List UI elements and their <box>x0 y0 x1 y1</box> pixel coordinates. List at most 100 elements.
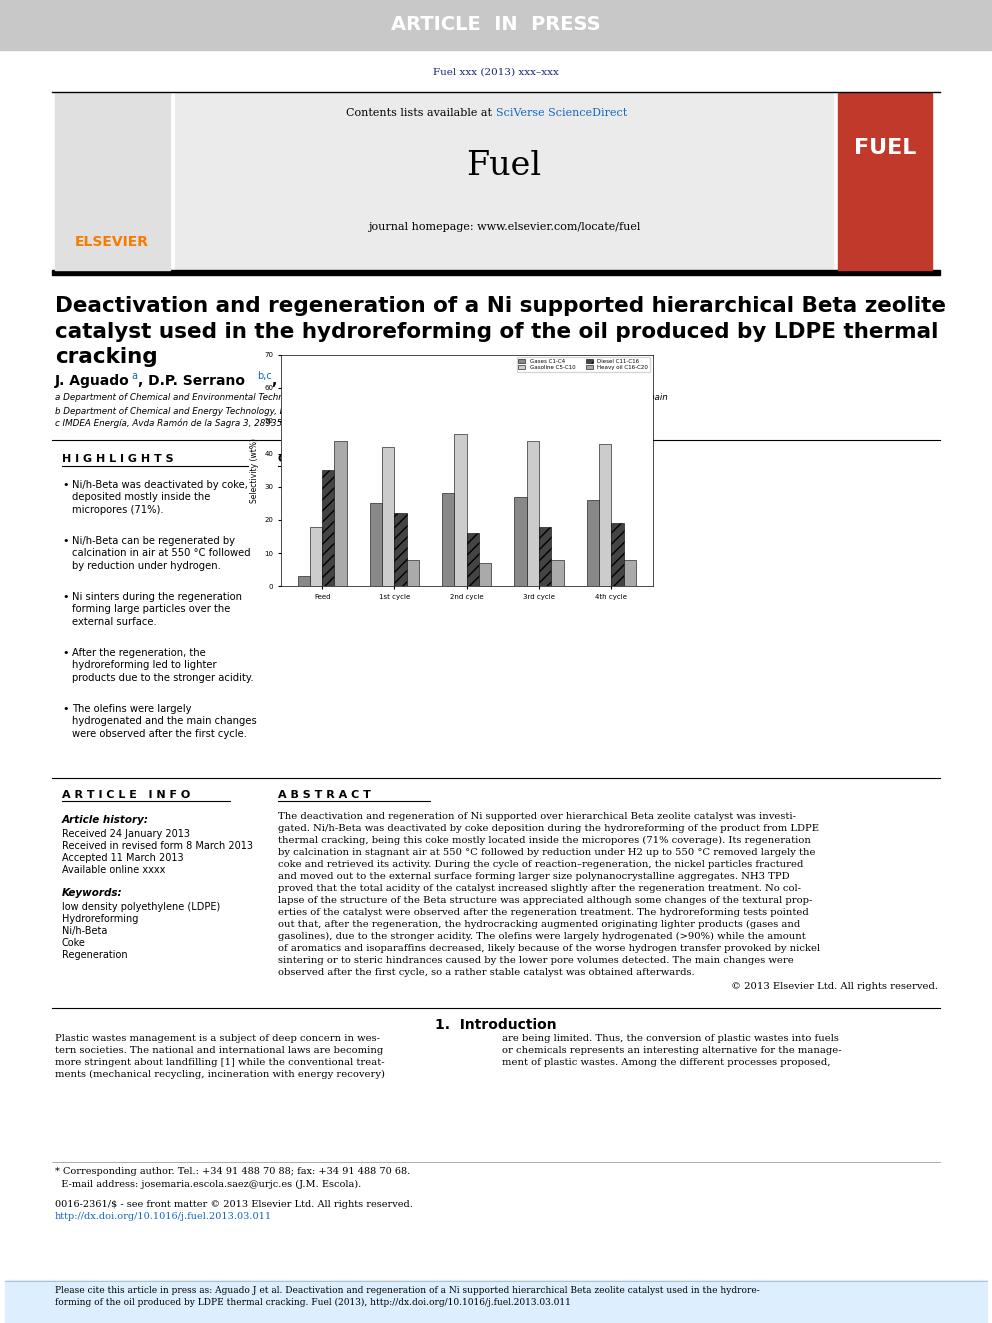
Text: gated. Ni/h-Beta was deactivated by coke deposition during the hydroreforming of: gated. Ni/h-Beta was deactivated by coke… <box>278 824 819 833</box>
Text: After the regeneration, the
hydroreforming led to lighter
products due to the st: After the regeneration, the hydroreformi… <box>72 648 254 683</box>
Text: more stringent about landfilling [1] while the conventional treat-: more stringent about landfilling [1] whi… <box>55 1058 385 1068</box>
Text: Ni/h-Beta was deactivated by coke,
deposited mostly inside the
micropores (71%).: Ni/h-Beta was deactivated by coke, depos… <box>72 480 248 515</box>
Bar <box>55 93 170 270</box>
Bar <box>298 576 310 586</box>
Text: forming of the oil produced by LDPE thermal cracking. Fuel (2013), http://dx.doi: forming of the oil produced by LDPE ther… <box>55 1298 570 1307</box>
Bar <box>624 560 636 586</box>
Text: coke and retrieved its activity. During the cycle of reaction–regeneration, the : coke and retrieved its activity. During … <box>278 860 804 869</box>
Text: Received 24 January 2013: Received 24 January 2013 <box>62 830 190 839</box>
Text: Regeneration: Regeneration <box>62 950 128 960</box>
Text: 1.  Introduction: 1. Introduction <box>435 1017 557 1032</box>
Bar <box>552 560 563 586</box>
Text: FUEL: FUEL <box>854 138 917 157</box>
Text: 0016-2361/$ - see front matter © 2013 Elsevier Ltd. All rights reserved.: 0016-2361/$ - see front matter © 2013 El… <box>55 1200 413 1209</box>
Text: a: a <box>488 370 494 381</box>
Text: b Department of Chemical and Energy Technology, ESCET, Universidad Rey Juan Carl: b Department of Chemical and Energy Tech… <box>55 406 635 415</box>
Text: Fuel: Fuel <box>466 149 542 183</box>
Bar <box>539 527 552 586</box>
Bar <box>442 493 454 586</box>
Text: A B S T R A C T: A B S T R A C T <box>278 790 371 800</box>
Text: Article history:: Article history: <box>62 815 149 826</box>
Text: ments (mechanical recycling, incineration with energy recovery): ments (mechanical recycling, incineratio… <box>55 1070 385 1080</box>
Text: •: • <box>62 648 68 658</box>
Bar <box>838 93 932 270</box>
Text: Hydroreforming: Hydroreforming <box>62 914 138 923</box>
Text: •: • <box>62 704 68 714</box>
Text: * Corresponding author. Tel.: +34 91 488 70 88; fax: +34 91 488 70 68.: * Corresponding author. Tel.: +34 91 488… <box>55 1167 411 1176</box>
Text: Contents lists available at: Contents lists available at <box>346 108 496 118</box>
Bar <box>599 443 611 586</box>
Text: a,∗: a,∗ <box>385 370 402 381</box>
Text: sintering or to steric hindrances caused by the lower pore volumes detected. The: sintering or to steric hindrances caused… <box>278 957 794 964</box>
Text: H I G H L I G H T S: H I G H L I G H T S <box>62 454 174 464</box>
Bar <box>370 503 382 586</box>
Text: b,c: b,c <box>257 370 272 381</box>
Text: ARTICLE  IN  PRESS: ARTICLE IN PRESS <box>391 16 601 34</box>
Text: low density polyethylene (LDPE): low density polyethylene (LDPE) <box>62 902 220 912</box>
Text: thermal cracking, being this coke mostly located inside the micropores (71% cove: thermal cracking, being this coke mostly… <box>278 836 810 845</box>
Text: tern societies. The national and international laws are becoming: tern societies. The national and interna… <box>55 1046 383 1054</box>
Text: Fuel xxx (2013) xxx–xxx: Fuel xxx (2013) xxx–xxx <box>434 67 558 77</box>
Bar <box>175 93 833 270</box>
Bar <box>334 441 347 586</box>
Text: , L. Briones: , L. Briones <box>400 374 488 388</box>
Text: and moved out to the external surface forming larger size polynanocrystalline ag: and moved out to the external surface fo… <box>278 872 790 881</box>
Bar <box>52 270 940 275</box>
Text: SciVerse ScienceDirect: SciVerse ScienceDirect <box>496 108 627 118</box>
Legend: Gases C1-C4, Gasoline C5-C10, Diesel C11-C16, Heavy oil C16-C20: Gases C1-C4, Gasoline C5-C10, Diesel C11… <box>517 357 650 372</box>
Text: Accepted 11 March 2013: Accepted 11 March 2013 <box>62 853 184 863</box>
Text: of aromatics and isoparaffins decreased, likely because of the worse hydrogen tr: of aromatics and isoparaffins decreased,… <box>278 945 820 953</box>
Bar <box>310 527 322 586</box>
Text: The deactivation and regeneration of Ni supported over hierarchical Beta zeolite: The deactivation and regeneration of Ni … <box>278 812 796 822</box>
Text: , J.M. Escola: , J.M. Escola <box>272 374 366 388</box>
Bar <box>382 447 395 586</box>
Bar <box>454 434 466 586</box>
Y-axis label: Selectivity (wt%): Selectivity (wt%) <box>250 438 259 503</box>
Bar <box>527 441 539 586</box>
Text: ELSEVIER: ELSEVIER <box>75 235 149 249</box>
Text: Deactivation and regeneration of a Ni supported hierarchical Beta zeolite
cataly: Deactivation and regeneration of a Ni su… <box>55 296 946 368</box>
Text: by calcination in stagnant air at 550 °C followed by reduction under H2 up to 55: by calcination in stagnant air at 550 °C… <box>278 848 815 857</box>
Bar <box>0 0 992 50</box>
Text: Ni/h-Beta can be regenerated by
calcination in air at 550 °C followed
by reducti: Ni/h-Beta can be regenerated by calcinat… <box>72 536 251 570</box>
Text: out that, after the regeneration, the hydrocracking augmented originating lighte: out that, after the regeneration, the hy… <box>278 919 801 929</box>
Text: Please cite this article in press as: Aguado J et al. Deactivation and regenerat: Please cite this article in press as: Ag… <box>55 1286 760 1295</box>
Text: a Department of Chemical and Environmental Technology, ESCET, Universidad Rey Ju: a Department of Chemical and Environment… <box>55 393 668 402</box>
Text: ment of plastic wastes. Among the different processes proposed,: ment of plastic wastes. Among the differ… <box>502 1058 830 1068</box>
Text: , D.P. Serrano: , D.P. Serrano <box>138 374 245 388</box>
Text: c IMDEA Energía, Avda Ramón de la Sagra 3, 28935 Móstoles, Madrid, Spain: c IMDEA Energía, Avda Ramón de la Sagra … <box>55 419 389 429</box>
Text: Coke: Coke <box>62 938 86 949</box>
Text: Ni sinters during the regeneration
forming large particles over the
external sur: Ni sinters during the regeneration formi… <box>72 591 242 627</box>
Bar <box>466 533 479 586</box>
Bar <box>395 513 407 586</box>
Bar <box>515 496 527 586</box>
Text: or chemicals represents an interesting alternative for the manage-: or chemicals represents an interesting a… <box>502 1046 841 1054</box>
Bar <box>611 523 624 586</box>
Text: proved that the total acidity of the catalyst increased slightly after the regen: proved that the total acidity of the cat… <box>278 884 801 893</box>
Bar <box>586 500 599 586</box>
Text: are being limited. Thus, the conversion of plastic wastes into fuels: are being limited. Thus, the conversion … <box>502 1035 839 1043</box>
Text: observed after the first cycle, so a rather stable catalyst was obtained afterwa: observed after the first cycle, so a rat… <box>278 968 694 976</box>
Bar <box>479 562 491 586</box>
Text: a: a <box>131 370 137 381</box>
Bar <box>407 560 419 586</box>
Text: Received in revised form 8 March 2013: Received in revised form 8 March 2013 <box>62 841 253 851</box>
Text: lapse of the structure of the Beta structure was appreciated although some chang: lapse of the structure of the Beta struc… <box>278 896 812 905</box>
Text: journal homepage: www.elsevier.com/locate/fuel: journal homepage: www.elsevier.com/locat… <box>368 222 640 232</box>
Text: •: • <box>62 591 68 602</box>
Text: Ni/h-Beta: Ni/h-Beta <box>62 926 107 935</box>
Text: •: • <box>62 536 68 546</box>
Bar <box>5 1279 987 1323</box>
Bar <box>322 470 334 586</box>
Text: gasolines), due to the stronger acidity. The olefins were largely hydrogenated (: gasolines), due to the stronger acidity.… <box>278 931 806 941</box>
Text: J. Aguado: J. Aguado <box>55 374 130 388</box>
Text: •: • <box>62 480 68 490</box>
Text: Keywords:: Keywords: <box>62 888 123 898</box>
Text: G R A P H I C A L   A B S T R A C T: G R A P H I C A L A B S T R A C T <box>278 454 485 464</box>
Text: http://dx.doi.org/10.1016/j.fuel.2013.03.011: http://dx.doi.org/10.1016/j.fuel.2013.03… <box>55 1212 272 1221</box>
Text: © 2013 Elsevier Ltd. All rights reserved.: © 2013 Elsevier Ltd. All rights reserved… <box>731 982 938 991</box>
Text: erties of the catalyst were observed after the regeneration treatment. The hydro: erties of the catalyst were observed aft… <box>278 908 808 917</box>
Text: Available online xxxx: Available online xxxx <box>62 865 166 875</box>
Text: Plastic wastes management is a subject of deep concern in wes-: Plastic wastes management is a subject o… <box>55 1035 380 1043</box>
Text: The olefins were largely
hydrogenated and the main changes
were observed after t: The olefins were largely hydrogenated an… <box>72 704 257 738</box>
